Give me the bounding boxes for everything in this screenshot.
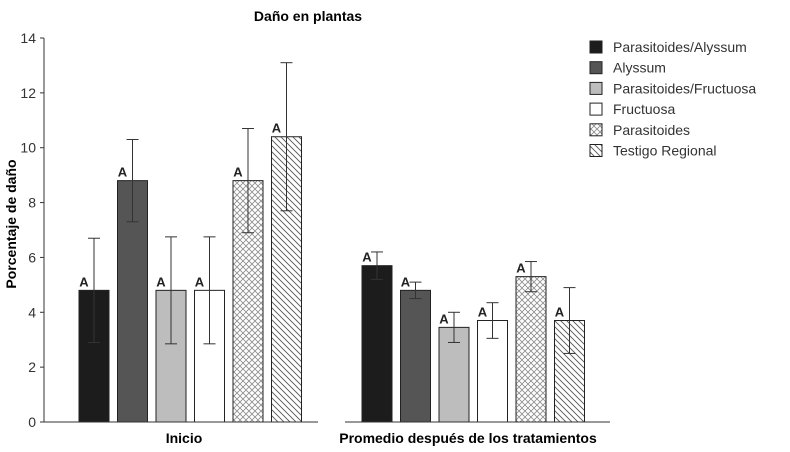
y-axis-label: Porcentaje de daño: [3, 159, 19, 288]
significance-label: A: [233, 165, 243, 180]
significance-label: A: [79, 274, 89, 289]
legend-label: Testigo Regional: [613, 143, 717, 159]
legend-label: Alyssum: [613, 60, 666, 76]
significance-label: A: [516, 261, 526, 276]
significance-label: A: [439, 311, 449, 326]
significance-label: A: [478, 305, 488, 320]
significance-label: A: [272, 121, 282, 136]
y-axis: 0 2 4 6 8 10 12 14: [20, 30, 45, 430]
y-tick-label: 6: [28, 249, 36, 265]
bars-layer: A A A A A A A A A A A A: [44, 62, 610, 423]
significance-label: A: [156, 274, 166, 289]
y-tick-label: 12: [20, 85, 36, 101]
significance-label: A: [118, 165, 128, 180]
significance-label: A: [195, 274, 205, 289]
legend-label: Parasitoides/Alyssum: [613, 39, 747, 55]
category-labels: Inicio Promedio después de los tratamient…: [166, 430, 597, 446]
legend-label: Parasitoides: [613, 122, 690, 138]
legend-swatch-parasitoides-fructuosa: [589, 81, 603, 95]
legend-label: Fructuosa: [613, 101, 675, 117]
legend-label: Parasitoides/Fructuosa: [613, 80, 756, 96]
category-label: Promedio después de los tratamientos: [339, 430, 597, 446]
legend-swatch-parasitoides-alyssum: [589, 40, 603, 54]
y-tick-label: 8: [28, 195, 36, 211]
significance-label: A: [555, 305, 565, 320]
bar-parasitoides-alyssum-cat1: [361, 265, 393, 423]
chart-title: Daño en plantas: [254, 8, 362, 24]
bar-parasitoides-cat1: [515, 276, 547, 423]
y-tick-label: 14: [20, 30, 36, 46]
y-tick-label: 4: [28, 304, 36, 320]
legend-swatch-parasitoides: [589, 123, 603, 137]
significance-label: A: [401, 274, 411, 289]
legend-swatch-fructuosa: [589, 102, 603, 116]
legend-swatch-testigo-regional: [589, 144, 603, 157]
y-tick-label: 0: [28, 414, 36, 430]
bar-parasitoides-fructuosa-cat1: [438, 326, 470, 423]
y-tick-label: 10: [20, 140, 36, 156]
significance-label: A: [362, 250, 372, 265]
legend-swatch-alyssum: [589, 61, 603, 75]
y-tick-label: 2: [28, 359, 36, 375]
bar-alyssum-cat1: [400, 289, 431, 423]
legend: Parasitoides/Alyssum Alyssum Parasitoides/…: [589, 39, 756, 159]
category-label: Inicio: [166, 430, 203, 446]
